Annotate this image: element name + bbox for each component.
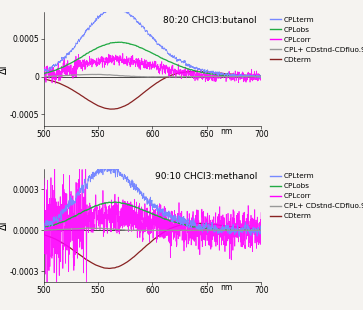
Y-axis label: ΔI: ΔI [0,221,8,230]
Legend: CPLterm, CPLobs, CPLcorr, CPL+ CDstnd-CDfluo.90°, CDterm: CPLterm, CPLobs, CPLcorr, CPL+ CDstnd-CD… [267,14,363,66]
Text: nm: nm [220,127,233,136]
Y-axis label: ΔI: ΔI [0,64,8,74]
Text: nm: nm [220,283,233,292]
Text: 80:20 CHCl3:butanol: 80:20 CHCl3:butanol [163,16,257,25]
Legend: CPLterm, CPLobs, CPLcorr, CPL+ CDstnd-CDfluo.90°, CDterm: CPLterm, CPLobs, CPLcorr, CPL+ CDstnd-CD… [267,170,363,222]
Text: 90:10 CHCl3:methanol: 90:10 CHCl3:methanol [155,172,257,181]
